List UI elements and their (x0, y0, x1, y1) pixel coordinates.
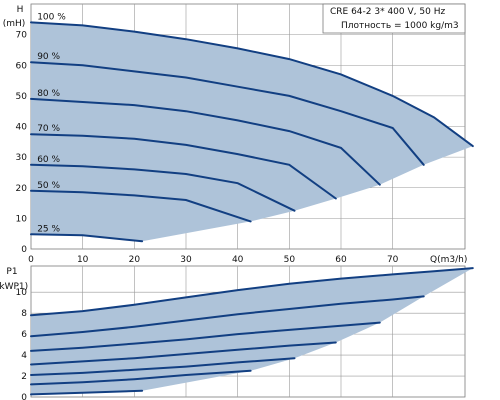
top-x-tick-label: 20 (129, 255, 141, 265)
top-x-tick-label: 10 (77, 255, 89, 265)
legend-box (322, 3, 466, 34)
power-curve-60-percent (30, 357, 296, 376)
top-x-tick-label: 70 (387, 255, 399, 265)
top-x-tick-label: 0 (28, 255, 34, 265)
head-curve-70-percent (30, 133, 337, 200)
power-curve-80-percent (30, 321, 381, 352)
top-x-tick-label: 40 (232, 255, 244, 265)
top-y-tick-label: 0 (21, 245, 27, 255)
top-y-ticks: 0 10 20 30 40 50 60 70 (16, 31, 28, 255)
speed-label-80: 80 % (37, 89, 60, 99)
head-curve-90-percent (30, 61, 425, 166)
head-curve-60-percent (30, 163, 296, 212)
top-y-tick-label: 50 (16, 92, 28, 102)
speed-label-50: 50 % (37, 181, 60, 191)
bottom-y-unit-label: (kWP1) (0, 282, 28, 292)
bottom-y-tick-label: 2 (21, 372, 27, 382)
bottom-y-tick-label: 6 (21, 330, 27, 340)
top-operating-envelope (31, 22, 473, 242)
bottom-curves (30, 267, 474, 396)
top-y-tick-label: 40 (16, 123, 28, 133)
top-series-labels: 100 % 90 % 80 % 70 % 60 % 50 % 25 % (37, 12, 66, 234)
bottom-y-ticks: 0 2 4 6 8 10 (16, 288, 28, 400)
head-curve-50-percent (30, 189, 252, 223)
bottom-y-tick-label: 8 (21, 309, 27, 319)
speed-label-90: 90 % (37, 52, 60, 62)
top-x-label: Q(m3/h) (430, 255, 467, 265)
top-y-unit-label: (mH) (3, 19, 26, 29)
power-curve-25-percent (30, 389, 144, 396)
top-y-tick-label: 30 (16, 153, 28, 163)
head-curve-100-percent (30, 21, 474, 148)
top-y-tick-label: 20 (16, 184, 28, 194)
speed-label-70: 70 % (37, 124, 60, 134)
speed-label-100: 100 % (37, 12, 66, 22)
top-curves (30, 21, 474, 243)
bottom-y-tick-label: 0 (21, 393, 27, 400)
bottom-operating-envelope (31, 268, 473, 395)
legend-line-1: CRE 64-2 3* 400 V, 50 Hz (330, 7, 445, 17)
top-y-tick-label: 60 (16, 61, 28, 71)
top-x-tick-label: 50 (284, 255, 296, 265)
legend-line-2: Плотность = 1000 kg/m3 (341, 21, 459, 31)
top-x-ticks: 0 10 20 30 40 50 60 70 (28, 255, 399, 265)
power-curve-70-percent (30, 341, 337, 366)
bottom-y-tick-label: 4 (21, 351, 27, 361)
top-y-label: H (17, 5, 24, 15)
power-curve-90-percent (30, 295, 425, 338)
head-flow-panel: 0 10 20 30 40 50 60 70 0 10 20 30 40 50 60 70 100 % 90 … (3, 3, 474, 265)
bottom-y-tick-label: 10 (16, 288, 28, 298)
speed-label-60: 60 % (37, 155, 60, 165)
top-x-tick-label: 60 (335, 255, 347, 265)
power-curve-100-percent (30, 267, 474, 317)
speed-label-25: 25 % (37, 224, 60, 234)
head-curve-80-percent (30, 97, 381, 186)
power-curve-50-percent (30, 369, 252, 386)
top-y-tick-label: 10 (16, 214, 28, 224)
power-flow-panel: 0 2 4 6 8 10 P1 (kWP1) (0, 265, 474, 400)
head-curve-25-percent (30, 233, 144, 243)
top-x-tick-label: 30 (180, 255, 192, 265)
top-y-tick-label: 70 (16, 31, 28, 41)
bottom-y-label: P1 (6, 267, 17, 277)
